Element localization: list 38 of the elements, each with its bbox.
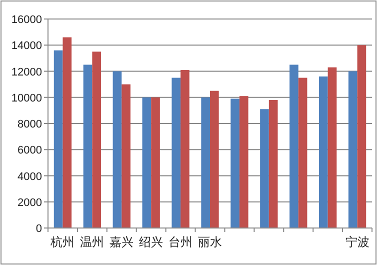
bar [92,52,102,228]
bar [239,96,248,228]
bar [142,97,152,228]
y-tick-label: 4000 [18,170,42,183]
bar [290,64,298,228]
bar [298,78,308,228]
x-tick-label: 嘉兴 [110,235,134,249]
bar [260,109,269,228]
bar [230,98,240,228]
bar [328,67,337,228]
x-tick-label: 杭州 [50,235,75,249]
bar [210,90,219,228]
y-tick-label: 10000 [11,92,42,104]
bar [122,84,130,228]
bar [201,97,210,228]
bar [357,45,366,228]
y-tick-label: 12000 [11,66,42,78]
bar [62,37,72,228]
y-tick-label: 2000 [18,196,42,209]
bar [268,100,278,228]
bar [348,71,358,228]
bar [54,50,63,228]
y-tick-label: 16000 [11,14,42,26]
x-tick-label: 绍兴 [139,235,164,249]
y-tick-label: 8000 [18,118,42,130]
bar [172,78,181,228]
bar [318,76,328,228]
bar [112,71,122,228]
x-tick-label: 宁波 [345,235,370,249]
y-tick-label: 6000 [18,144,42,157]
y-tick-label: 0 [36,223,42,235]
bar [180,70,190,228]
bar [83,64,92,228]
y-tick-label: 14000 [11,40,42,52]
x-tick-label: 台州 [168,235,193,249]
x-tick-label: 丽水 [198,235,222,249]
x-tick-label: 温州 [80,235,104,249]
bar [151,97,160,228]
